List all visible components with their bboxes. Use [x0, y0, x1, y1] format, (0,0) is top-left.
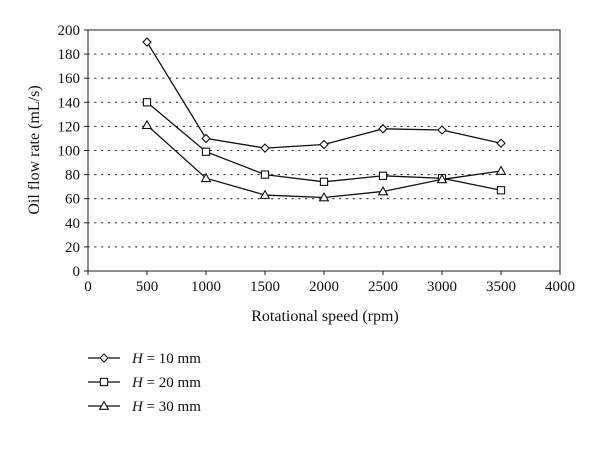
legend-label-value: = 20 mm — [143, 375, 201, 391]
legend-label: H = 10 mm — [131, 351, 201, 367]
legend-label: H = 20 mm — [131, 375, 201, 391]
y-tick-label: 180 — [58, 47, 81, 63]
legend-marker-square — [99, 377, 109, 387]
series-group — [141, 37, 507, 202]
y-tick-label: 160 — [58, 71, 81, 87]
x-tick-label: 4000 — [545, 279, 575, 295]
data-point-square — [496, 186, 506, 195]
legend-item-1: H = 10 mm — [88, 351, 201, 367]
data-point-triangle — [377, 185, 389, 196]
y-tick-label: 120 — [58, 119, 81, 135]
legend-marker-triangle — [98, 400, 110, 410]
data-point-diamond — [142, 37, 152, 47]
x-tick-label: 500 — [136, 279, 159, 295]
data-point-triangle — [436, 173, 448, 184]
data-point-triangle — [318, 191, 330, 202]
legend: H = 10 mmH = 20 mmH = 30 mm — [88, 351, 201, 415]
data-point-square — [319, 177, 329, 186]
data-point-square — [378, 171, 388, 180]
data-point-triangle — [259, 189, 271, 199]
series-line — [146, 124, 502, 199]
y-tick-label: 80 — [65, 168, 80, 184]
series-3 — [141, 119, 507, 202]
data-point-diamond — [378, 124, 388, 134]
y-axis-label: Oil flow rate (mL/s) — [26, 85, 43, 214]
legend-label: H = 30 mm — [131, 399, 201, 415]
axes — [84, 29, 561, 275]
x-tick-label: 1000 — [191, 279, 221, 295]
x-tick-label: 3500 — [486, 279, 516, 295]
y-tick-label: 20 — [65, 240, 80, 256]
y-tick-label: 100 — [58, 144, 81, 160]
data-point-diamond — [319, 139, 329, 150]
data-point-diamond — [260, 143, 270, 153]
data-point-diamond — [437, 125, 447, 135]
legend-label-value: = 30 mm — [143, 399, 201, 415]
x-tick-label: 3000 — [427, 279, 457, 295]
y-tick-label: 40 — [65, 216, 80, 232]
series-1 — [142, 37, 506, 153]
y-tick-label: 200 — [58, 23, 81, 39]
legend-label-value: = 10 mm — [143, 351, 201, 367]
x-tick-label: 2500 — [368, 279, 398, 295]
data-point-triangle — [200, 172, 212, 183]
x-axis-label: Rotational speed (rpm) — [251, 308, 399, 325]
legend-label-variable: H — [131, 399, 144, 415]
data-point-triangle — [141, 119, 153, 130]
data-point-diamond — [496, 138, 506, 149]
legend-item-2: H = 20 mm — [88, 375, 201, 391]
data-point-square — [201, 147, 211, 156]
legend-label-variable: H — [131, 351, 144, 367]
legend-marker-diamond — [99, 353, 109, 363]
y-tick-label: 0 — [73, 264, 81, 280]
data-point-triangle — [495, 165, 507, 175]
y-tick-label: 60 — [65, 192, 80, 208]
y-tick-label: 140 — [58, 95, 81, 111]
x-tick-label: 1500 — [250, 279, 280, 295]
data-point-square — [142, 98, 152, 107]
data-point-square — [260, 170, 270, 179]
legend-item-3: H = 30 mm — [88, 399, 201, 415]
legend-label-variable: H — [131, 375, 144, 391]
x-tick-label: 0 — [84, 279, 92, 295]
x-tick-label: 2000 — [309, 279, 339, 295]
series-line — [146, 41, 502, 149]
data-point-diamond — [201, 133, 211, 144]
